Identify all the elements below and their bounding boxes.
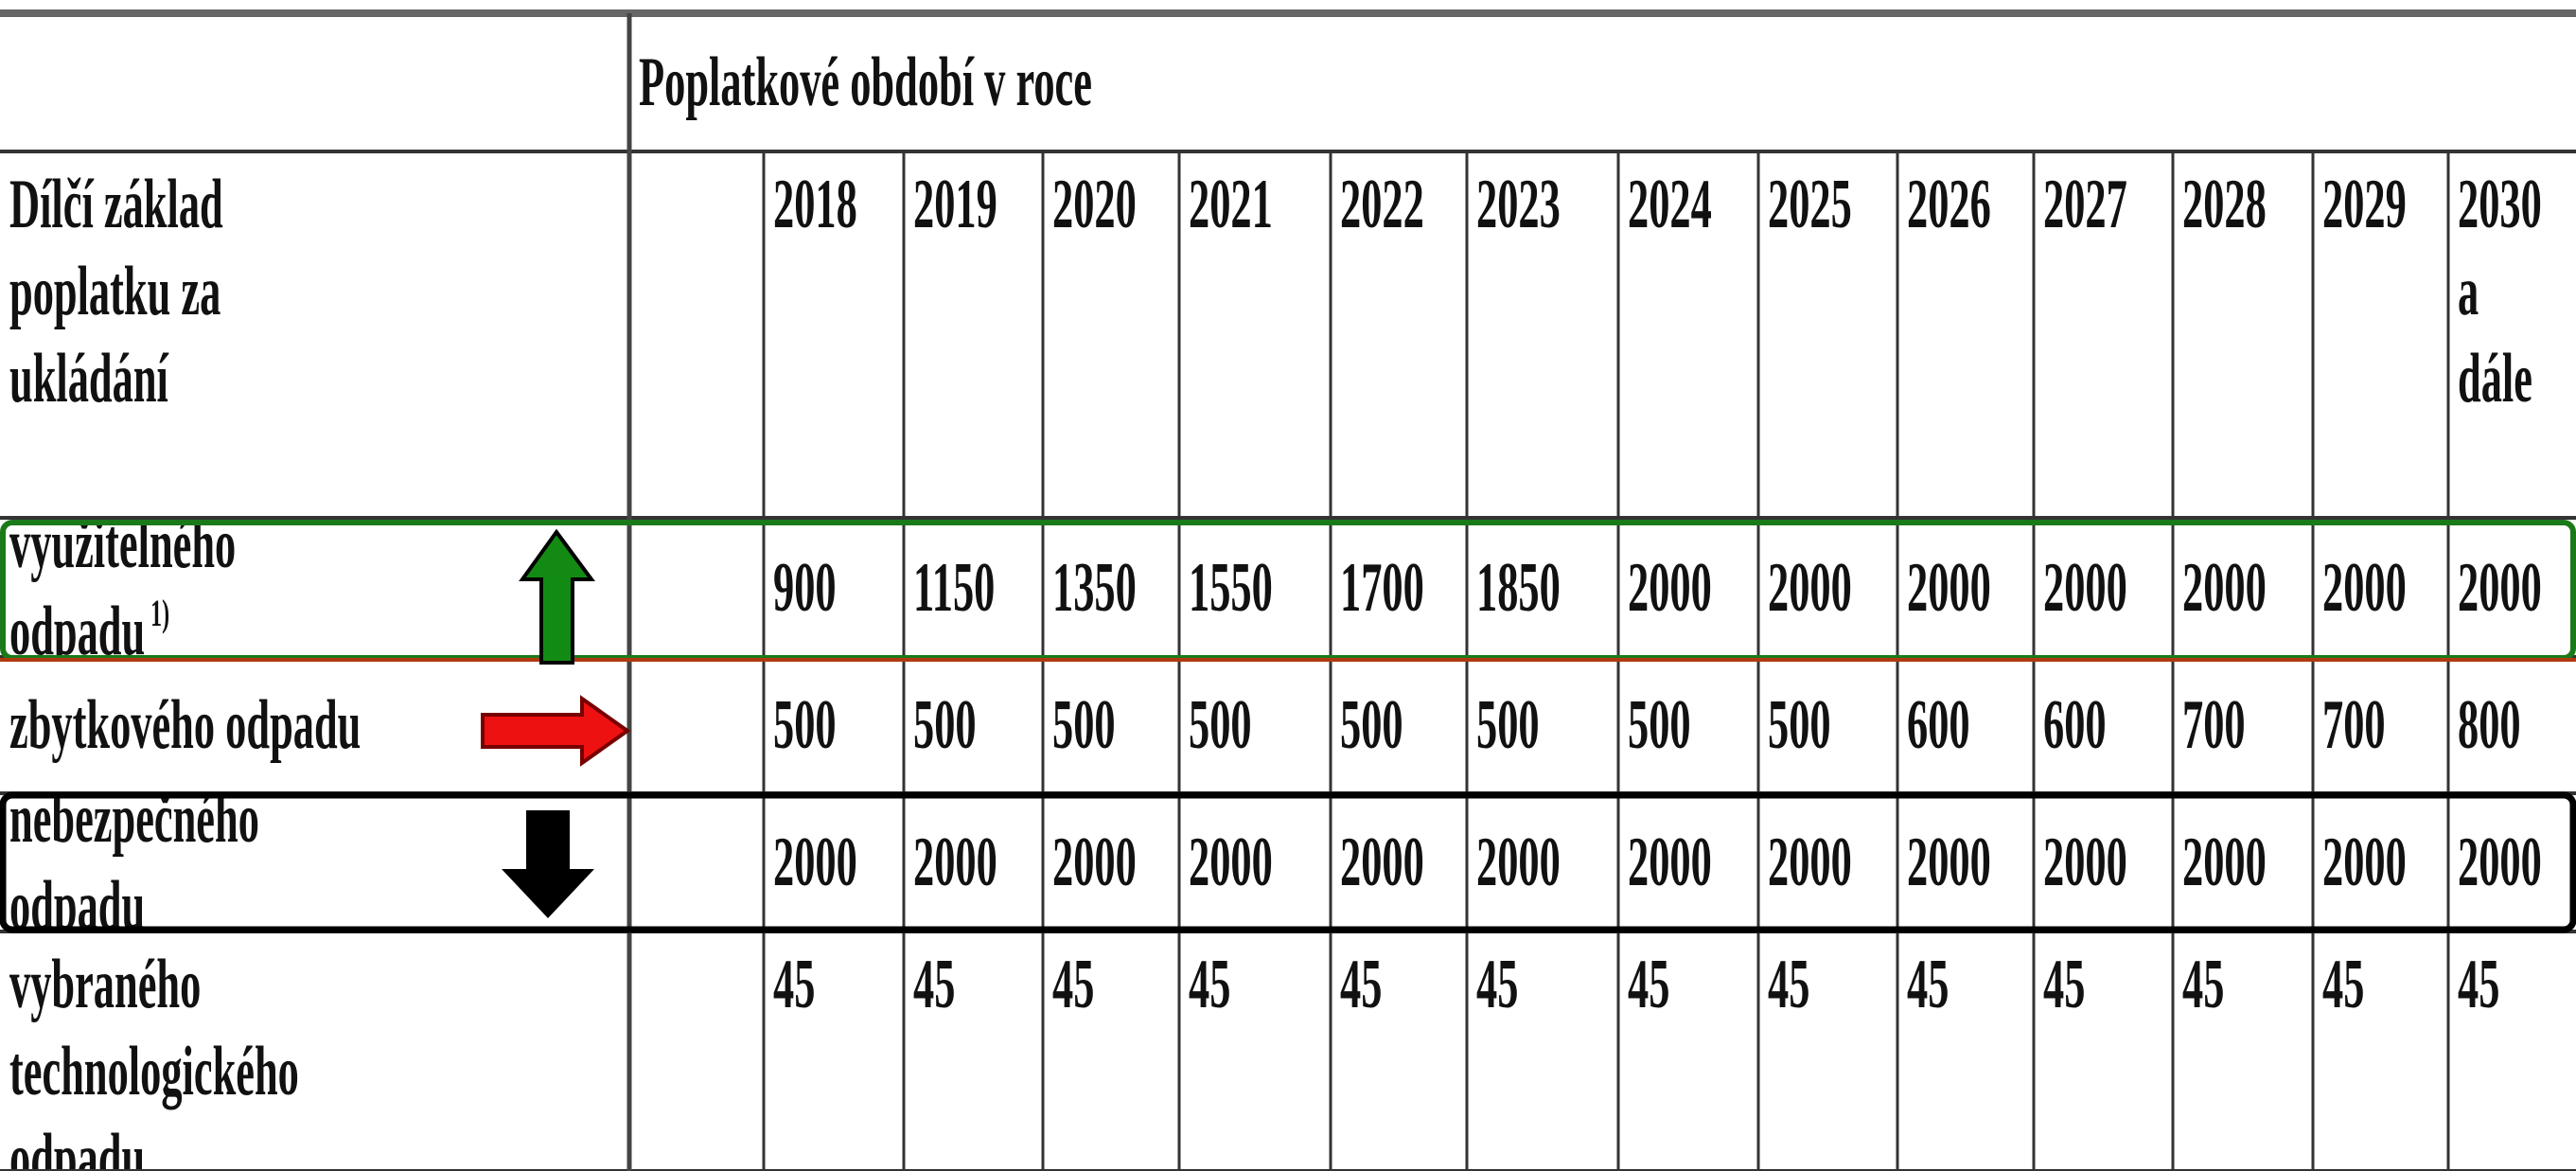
year-header-text: 2019 <box>913 166 997 243</box>
fee-value-text: 45 <box>1189 946 1231 1023</box>
fee-value: 700 <box>2313 657 2448 793</box>
year-header: 2023 <box>1467 151 1618 518</box>
fee-value-text: 45 <box>2322 946 2365 1023</box>
fee-value-text: 800 <box>2458 686 2521 764</box>
year-header: 2029 <box>2313 151 2448 518</box>
fee-value: 45 <box>2313 931 2448 1171</box>
fee-value: 45 <box>904 931 1043 1171</box>
year-header: 2020 <box>1043 151 1179 518</box>
year-header-text: 2028 <box>2182 166 2267 243</box>
fee-value-text: 500 <box>1189 686 1252 764</box>
year-header: 2019 <box>904 151 1043 518</box>
year-header-text: 2024 <box>1628 166 1712 243</box>
fee-value: 45 <box>764 931 904 1171</box>
year-header: 2018 <box>764 151 904 518</box>
fee-value: 600 <box>2034 657 2173 793</box>
fee-value-text: 500 <box>1476 686 1540 764</box>
fee-value-text: 45 <box>913 946 956 1023</box>
period-header-text: Poplatkové období v roce <box>639 44 1092 121</box>
fee-value: 500 <box>1618 657 1758 793</box>
fee-value-text: 500 <box>1340 686 1403 764</box>
row-label-header: Dílčí základ poplatku za ukládání <box>0 151 629 518</box>
year-header-text: 2025 <box>1768 166 1852 243</box>
fee-value-text: 45 <box>2043 946 2086 1023</box>
fee-value-text: 45 <box>1476 946 1519 1023</box>
fee-value: 700 <box>2173 657 2313 793</box>
fee-value: 500 <box>1758 657 1897 793</box>
year-header-text: 2023 <box>1476 166 1561 243</box>
fee-value-text: 700 <box>2322 686 2386 764</box>
year-header: 2028 <box>2173 151 2313 518</box>
fee-value: 45 <box>2448 931 2576 1171</box>
fee-value-text: 45 <box>2458 946 2500 1023</box>
fee-value-text: 500 <box>1628 686 1691 764</box>
row-label-text: vybraného technologického odpadu <box>9 946 299 1171</box>
row-label: vybraného technologického odpadu <box>0 931 629 1171</box>
fee-value: 45 <box>2034 931 2173 1171</box>
fee-value-text: 45 <box>1052 946 1095 1023</box>
year-header-text: 2018 <box>773 166 857 243</box>
fee-value-text: 45 <box>1340 946 1383 1023</box>
fee-value: 500 <box>1043 657 1179 793</box>
fee-value: 600 <box>1897 657 2034 793</box>
year-header-text: 2020 <box>1052 166 1137 243</box>
fee-value: 800 <box>2448 657 2576 793</box>
fee-value: 45 <box>1618 931 1758 1171</box>
year-header: 2024 <box>1618 151 1758 518</box>
fee-value: 45 <box>1331 931 1467 1171</box>
fee-value: 500 <box>904 657 1043 793</box>
year-header: 2030 a dále <box>2448 151 2576 518</box>
year-header-text: 2030 a dále <box>2458 166 2542 417</box>
fee-value: 500 <box>1467 657 1618 793</box>
year-header-text: 2022 <box>1340 166 1424 243</box>
fee-value: 500 <box>1179 657 1331 793</box>
fee-value-text: 500 <box>1052 686 1116 764</box>
year-header: 2021 <box>1179 151 1331 518</box>
fee-value: 45 <box>1467 931 1618 1171</box>
fee-value: 45 <box>1043 931 1179 1171</box>
row-label-header-text: Dílčí základ poplatku za ukládání <box>9 166 223 417</box>
fee-value-text: 45 <box>773 946 816 1023</box>
fee-value-text: 600 <box>2043 686 2107 764</box>
fee-value-text: 45 <box>1768 946 1810 1023</box>
year-header: 2025 <box>1758 151 1897 518</box>
fee-value: 45 <box>1179 931 1331 1171</box>
fee-value-text: 500 <box>913 686 977 764</box>
fee-value: 45 <box>1758 931 1897 1171</box>
fee-value-text: 500 <box>773 686 837 764</box>
year-header-text: 2027 <box>2043 166 2127 243</box>
fee-value-text: 600 <box>1907 686 1970 764</box>
year-header: 2026 <box>1897 151 2034 518</box>
row-label: zbytkového odpadu <box>0 657 629 793</box>
period-header: Poplatkové období v roce <box>629 13 2576 151</box>
year-header-text: 2021 <box>1189 166 1273 243</box>
fee-value-text: 45 <box>1628 946 1670 1023</box>
fee-value-text: 700 <box>2182 686 2246 764</box>
year-header: 2022 <box>1331 151 1467 518</box>
fee-value: 500 <box>1331 657 1467 793</box>
fee-value-text: 45 <box>2182 946 2225 1023</box>
year-header: 2027 <box>2034 151 2173 518</box>
year-header-text: 2026 <box>1907 166 1991 243</box>
fee-value-text: 45 <box>1907 946 1950 1023</box>
year-header-text: 2029 <box>2322 166 2407 243</box>
fee-value: 45 <box>1897 931 2034 1171</box>
row-label-text: zbytkového odpadu <box>9 686 362 764</box>
fee-value-text: 500 <box>1768 686 1831 764</box>
fee-value: 500 <box>764 657 904 793</box>
fee-value: 45 <box>2173 931 2313 1171</box>
